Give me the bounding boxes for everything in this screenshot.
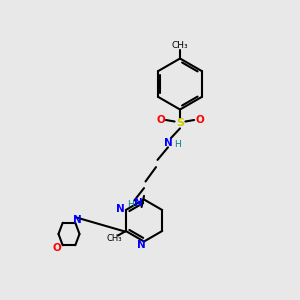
Text: O: O	[52, 243, 61, 253]
Text: O: O	[195, 115, 204, 125]
Text: N: N	[73, 215, 82, 225]
Text: N: N	[116, 203, 125, 214]
Text: H: H	[174, 140, 181, 149]
Text: CH₃: CH₃	[172, 40, 188, 50]
Text: N: N	[134, 198, 142, 208]
Text: CH₃: CH₃	[107, 234, 122, 243]
Text: N: N	[164, 137, 172, 148]
Text: H: H	[127, 200, 134, 208]
Text: O: O	[156, 115, 165, 125]
Text: S: S	[176, 118, 184, 128]
Text: N: N	[136, 240, 146, 250]
